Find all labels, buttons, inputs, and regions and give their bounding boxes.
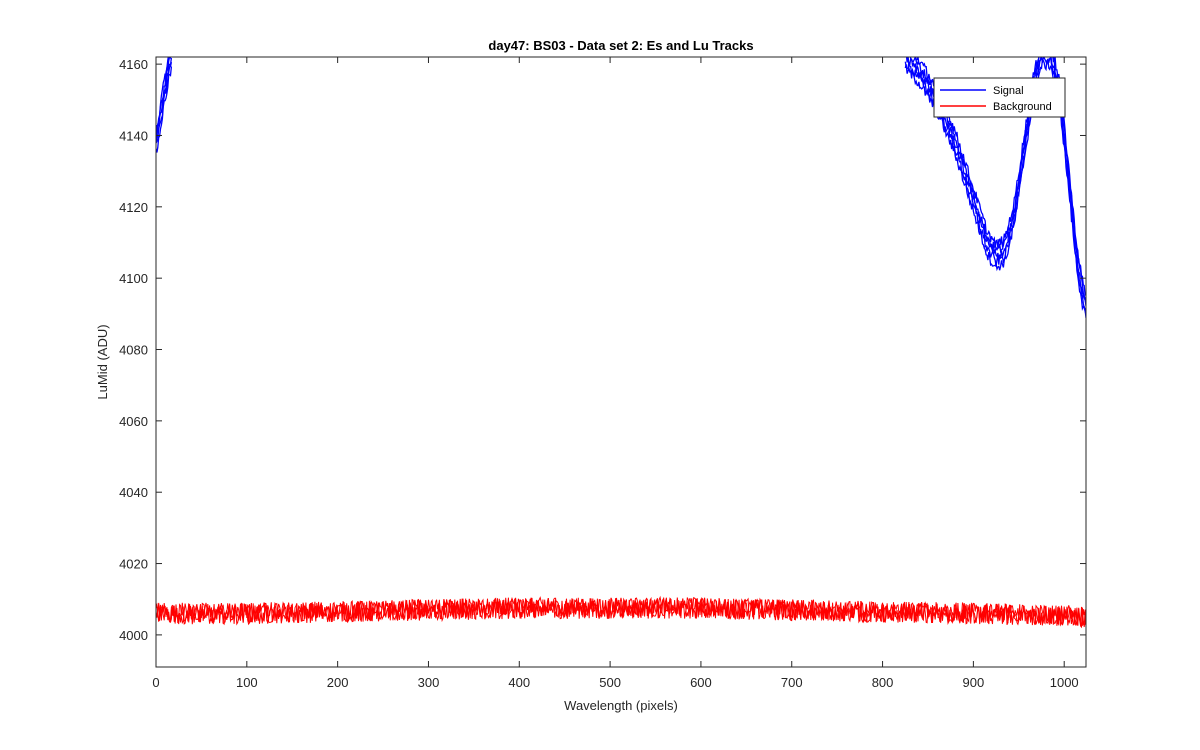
x-tick-label: 100 (236, 675, 258, 690)
background-series-group (156, 595, 1086, 629)
x-tick-label: 0 (152, 675, 159, 690)
y-tick-label: 4120 (119, 200, 148, 215)
x-axis-label: Wavelength (pixels) (564, 698, 678, 713)
x-tick-label: 200 (327, 675, 349, 690)
y-tick-label: 4000 (119, 628, 148, 643)
x-tick-label: 700 (781, 675, 803, 690)
legend-signal-label: Signal (993, 85, 1024, 97)
y-tick-label: 4020 (119, 557, 148, 572)
x-tick-label: 900 (963, 675, 985, 690)
axes-box (155, 56, 1087, 668)
x-tick-label: 400 (508, 675, 530, 690)
y-tick-label: 4080 (119, 343, 148, 358)
x-tick-label: 500 (599, 675, 621, 690)
y-tick-label: 4040 (119, 485, 148, 500)
y-tick-label: 4060 (119, 414, 148, 429)
y-tick-label: 4140 (119, 128, 148, 143)
background-series-line (156, 596, 1086, 629)
legend-box (933, 77, 1066, 118)
y-tick-label: 4160 (119, 57, 148, 72)
y-axis-label: LuMid (ADU) (95, 324, 110, 399)
legend-background-label: Background (993, 101, 1052, 113)
signal-series-line (156, 57, 172, 142)
x-axis-ticks: 0 100 200 300 400 500 600 700 800 900 1000 (152, 57, 1079, 690)
y-axis-ticks: 4000 4020 4040 4060 4080 4100 4120 4140 4160 (119, 57, 1086, 643)
x-tick-label: 600 (690, 675, 712, 690)
x-tick-label: 300 (418, 675, 440, 690)
x-tick-label: 1000 (1050, 675, 1079, 690)
chart-title: day47: BS03 - Data set 2: Es and Lu Trac… (488, 38, 753, 53)
signal-series-line (156, 57, 169, 136)
legend: Signal Background (933, 77, 1066, 118)
y-tick-label: 4100 (119, 271, 148, 286)
plot-background (156, 57, 1086, 667)
x-tick-label: 800 (872, 675, 894, 690)
